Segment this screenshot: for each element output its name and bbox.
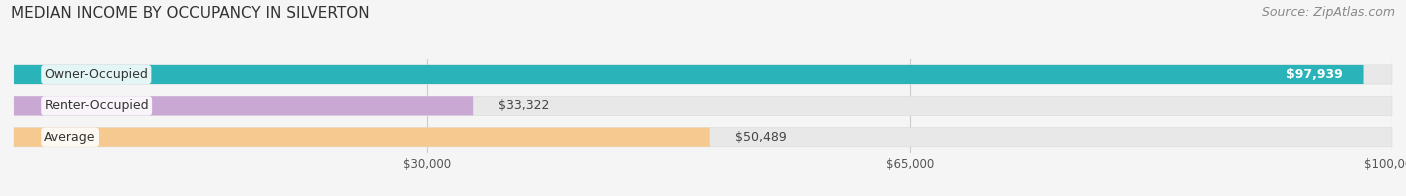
Text: Source: ZipAtlas.com: Source: ZipAtlas.com: [1261, 6, 1395, 19]
FancyBboxPatch shape: [14, 128, 1392, 147]
FancyBboxPatch shape: [14, 96, 1392, 115]
Text: $50,489: $50,489: [734, 131, 786, 144]
Text: MEDIAN INCOME BY OCCUPANCY IN SILVERTON: MEDIAN INCOME BY OCCUPANCY IN SILVERTON: [11, 6, 370, 21]
Text: $33,322: $33,322: [498, 99, 550, 112]
FancyBboxPatch shape: [14, 65, 1364, 84]
Text: Owner-Occupied: Owner-Occupied: [45, 68, 148, 81]
Text: Renter-Occupied: Renter-Occupied: [45, 99, 149, 112]
Text: Average: Average: [45, 131, 96, 144]
FancyBboxPatch shape: [14, 128, 710, 147]
FancyBboxPatch shape: [14, 65, 1392, 84]
FancyBboxPatch shape: [14, 96, 474, 115]
Text: $97,939: $97,939: [1286, 68, 1343, 81]
